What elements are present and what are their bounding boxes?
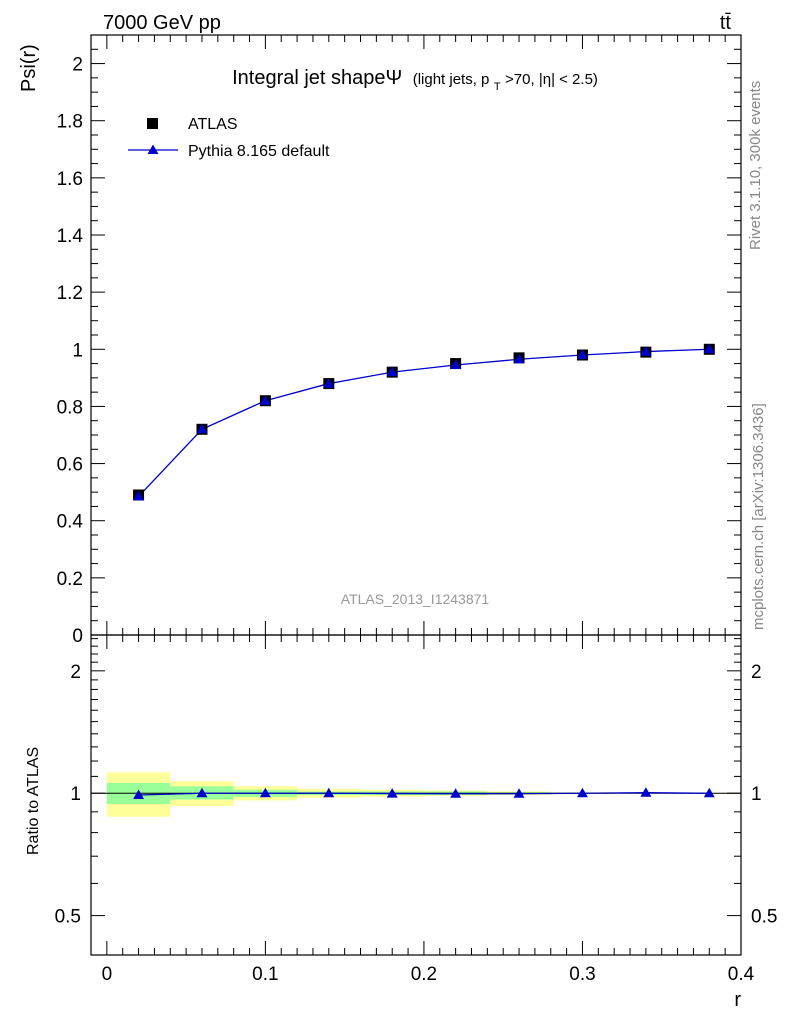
main-ytick-label-9: 1.8 (57, 112, 83, 133)
main-ytick-label-4: 0.8 (57, 397, 83, 418)
ratio-ytick-label-right-2: 2 (751, 662, 762, 683)
main-ytick-label-7: 1.4 (57, 226, 84, 247)
ratio-xtick-label-1: 0.1 (252, 964, 278, 985)
main-title: Integral jet shapeΨ (light jets, p T >70… (232, 67, 598, 94)
main-title-sub-pre: (light jets, p (413, 71, 490, 88)
main-title-sub-post: >70, |η| < 2.5) (505, 71, 598, 88)
main-ytick-label-1: 0.2 (57, 569, 83, 590)
main-series (133, 343, 715, 501)
pythia-point-4 (386, 366, 398, 377)
ratio-frame (90, 634, 742, 956)
ratio-ytick-label-left-0: 0.5 (55, 907, 81, 928)
ratio-pythia-point-8 (640, 787, 652, 797)
watermark: ATLAS_2013_I1243871 (341, 591, 490, 607)
ratio-xtick-label-2: 0.2 (411, 964, 437, 985)
legend: ATLAS Pythia 8.165 default (128, 116, 330, 160)
main-ytick-label-2: 0.4 (57, 512, 84, 533)
main-y-axis: 0 0.2 0.4 0.6 0.8 1 1.2 1.4 1.6 1.8 2 (57, 34, 741, 647)
pythia-point-5 (450, 359, 462, 369)
main-panel: 0 0.2 0.4 0.6 0.8 1 1.2 1.4 1.6 1.8 2 Integral jet… (18, 34, 742, 647)
main-ytick-label-8: 1.6 (57, 169, 83, 190)
ratio-ytick-label-right-1: 1 (751, 784, 762, 805)
ratio-y-label: Ratio to ATLAS (25, 747, 42, 855)
legend-marker-pythia (147, 144, 159, 154)
ratio-pythia-point-1 (196, 787, 208, 798)
ratio-pythia-point-3 (323, 787, 335, 798)
ratio-series (133, 787, 715, 799)
main-title-text: Integral jet shapeΨ (232, 67, 402, 89)
ratio-pythia-point-9 (703, 787, 715, 798)
source-label: mcplots.cern.ch [arXiv:1306.3436] (750, 403, 767, 630)
ratio-pythia-point-6 (513, 788, 525, 798)
ratio-pythia-point-5 (450, 788, 462, 798)
pythia-point-2 (259, 395, 271, 405)
energy-label: 7000 GeV pp (103, 12, 221, 34)
ratio-ytick-label-left-2: 2 (70, 662, 81, 683)
pythia-point-1 (196, 423, 208, 434)
ratio-pythia-point-4 (386, 788, 398, 798)
ratio-panel: 0.5 0.51 12 2 0 0.1 0.2 0.3 0.4 Ratio to ATLAS … (25, 634, 777, 1011)
ratio-x-axis: 0 0.1 0.2 0.3 0.4 (102, 635, 755, 985)
pythia-point-8 (640, 346, 652, 356)
ratio-pythia-point-2 (259, 787, 271, 798)
ratio-xtick-label-0: 0 (102, 964, 113, 985)
main-ytick-label-0: 0 (72, 626, 83, 647)
process-label: tt̄ (720, 12, 732, 34)
ratio-y-axis: 0.5 0.5 1 1 2 2 (55, 638, 777, 928)
main-x-axis (106, 35, 742, 635)
main-title-sub-subscript: T (494, 81, 501, 93)
main-ytick-label-5: 1 (72, 340, 83, 361)
legend-label-atlas: ATLAS (188, 116, 238, 133)
pythia-point-9 (703, 343, 715, 354)
main-ytick-label-3: 0.6 (57, 455, 83, 476)
legend-marker-atlas (147, 118, 158, 129)
pythia-line (138, 348, 710, 497)
pythia-point-0 (133, 490, 145, 501)
main-ytick-label-10: 2 (72, 55, 83, 76)
ratio-pythia-point-7 (576, 787, 588, 798)
pythia-point-7 (576, 349, 588, 359)
pythia-point-6 (513, 353, 525, 364)
x-axis-label: r (734, 989, 741, 1011)
main-ytick-label-6: 1.2 (57, 283, 83, 304)
rivet-label: Rivet 3.1.10, 300k events (747, 81, 764, 250)
ratio-xtick-label-4: 0.4 (728, 964, 755, 985)
pythia-point-3 (323, 378, 335, 388)
ratio-pythia-line (138, 792, 710, 796)
ratio-ytick-label-right-0: 0.5 (751, 907, 777, 928)
ratio-ytick-label-left-1: 1 (70, 784, 81, 805)
main-y-label: Psi(r) (18, 44, 40, 92)
legend-label-pythia: Pythia 8.165 default (188, 143, 330, 160)
ratio-pythia-point-0 (133, 789, 145, 799)
ratio-xtick-label-3: 0.3 (569, 964, 595, 985)
